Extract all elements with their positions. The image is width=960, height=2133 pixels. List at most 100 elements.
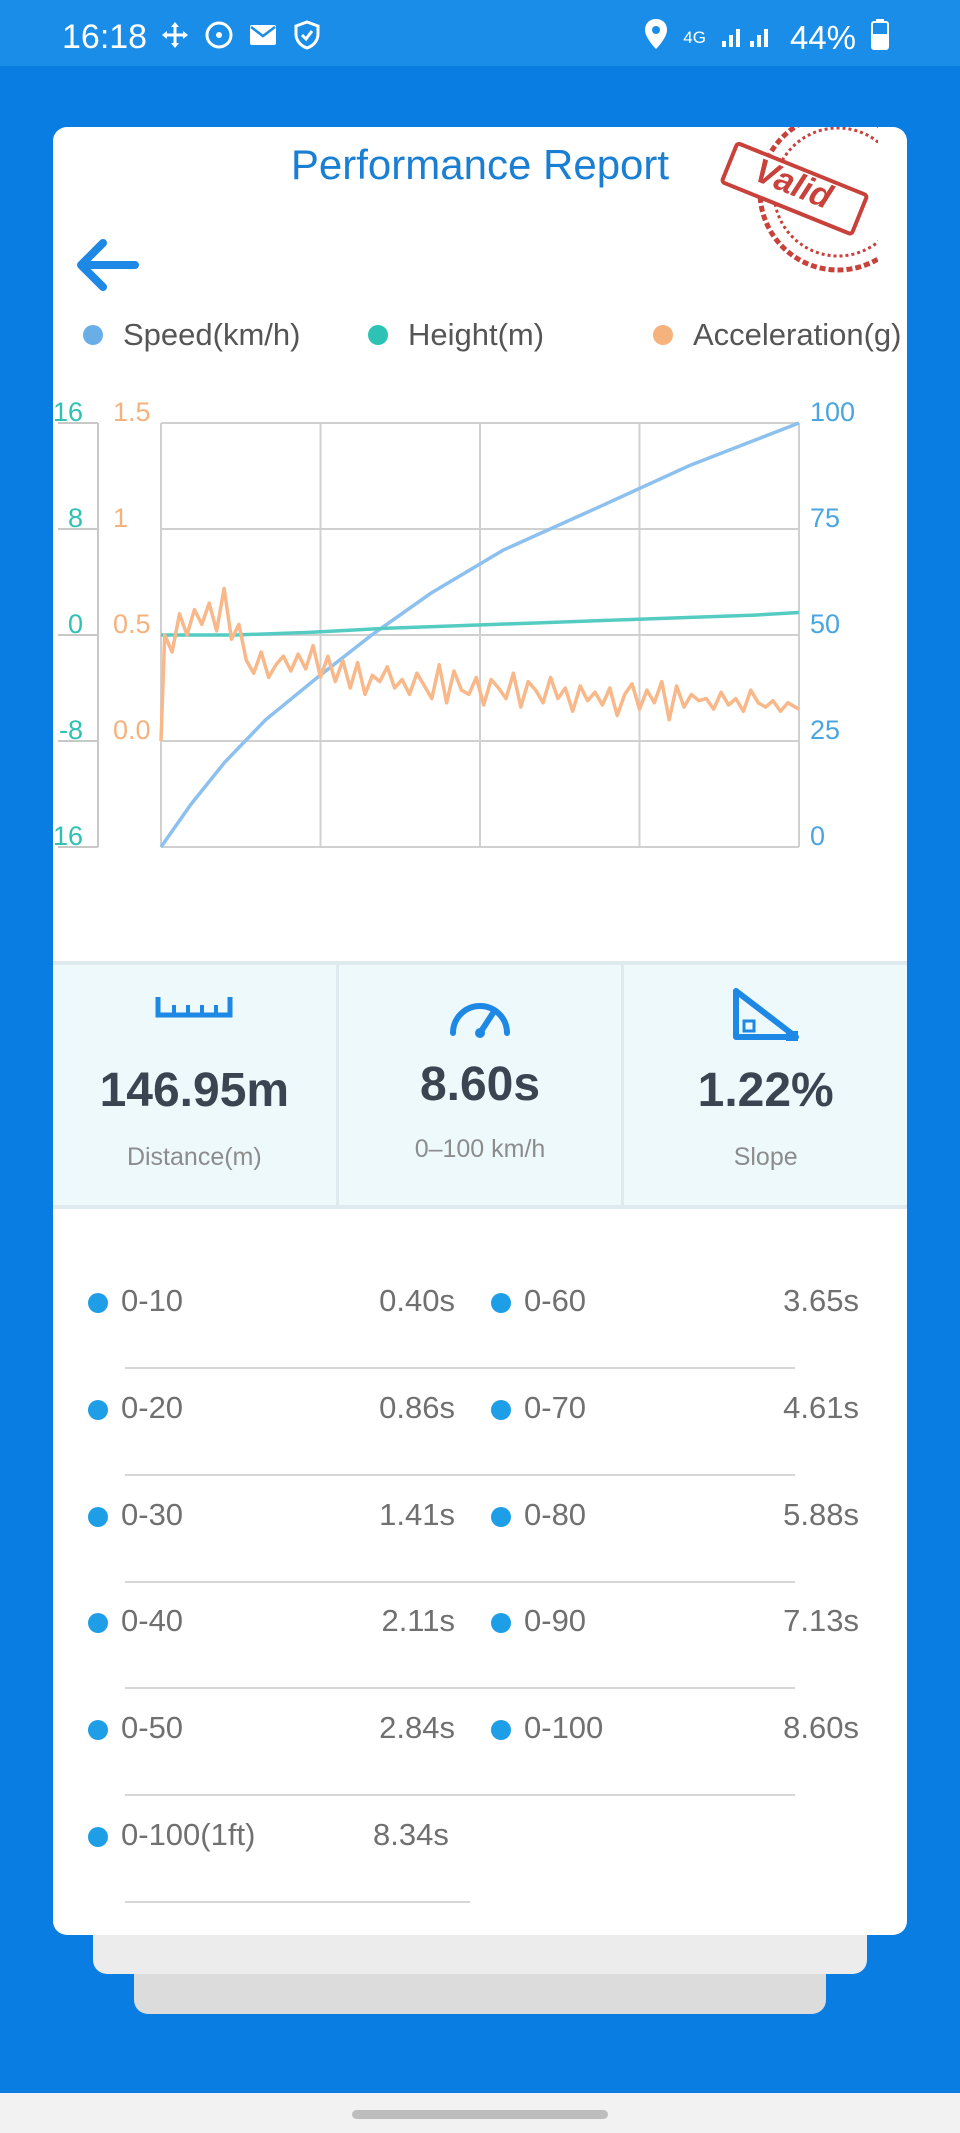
arrow-left-icon xyxy=(77,239,139,291)
distance-label: Distance(m) xyxy=(126,1143,262,1171)
series-line-accel xyxy=(159,586,800,742)
divider xyxy=(125,1581,795,1583)
split-label: 0-100(1ft) xyxy=(121,1817,256,1852)
speed-tick-label: 50 xyxy=(810,609,840,639)
series-line-height xyxy=(161,610,800,637)
performance-chart: 16 8 0 -8 -16 1.5 1 0.5 0.0 100 75 50 25 0 xyxy=(53,397,855,851)
bullet-icon xyxy=(491,1293,511,1313)
slope-label: Slope xyxy=(733,1143,798,1171)
bullet-icon xyxy=(88,1400,108,1420)
bullet-icon xyxy=(491,1507,511,1527)
legend-dot-icon xyxy=(368,325,388,345)
divider xyxy=(125,1687,795,1689)
split-row: 0-70 4.61s xyxy=(491,1372,859,1444)
bullet-icon xyxy=(88,1613,108,1633)
speed-tick-label: 0 xyxy=(810,821,825,851)
acceleration-tick-label: 0.0 xyxy=(113,715,151,745)
legend-label: Height(m) xyxy=(408,317,545,352)
height-tick-label: 0 xyxy=(68,609,83,639)
acceleration-tick-label: 0.5 xyxy=(113,609,151,639)
split-row: 0-80 5.88s xyxy=(491,1479,859,1551)
split-time: 7.13s xyxy=(783,1603,859,1638)
split-row: 0-90 7.13s xyxy=(491,1585,859,1657)
divider xyxy=(125,1901,470,1903)
split-label: 0-50 xyxy=(121,1710,184,1745)
signal-icon xyxy=(720,19,776,57)
split-row: 0-10 0.40s xyxy=(88,1265,795,1369)
legend-item-speed[interactable]: Speed(km/h) xyxy=(83,317,368,353)
bullet-icon xyxy=(88,1827,108,1847)
height-tick-label: 8 xyxy=(68,503,83,533)
home-gesture-handle[interactable] xyxy=(352,2110,608,2119)
split-time: 0.40s xyxy=(379,1283,455,1318)
stat-slope: 1.22% Slope xyxy=(621,965,907,1205)
speed-tick-label: 100 xyxy=(810,397,855,427)
height-tick-label: 16 xyxy=(53,397,83,427)
slope-value: 1.22% xyxy=(697,1064,834,1117)
split-label: 0-30 xyxy=(121,1497,184,1532)
bullet-icon xyxy=(491,1720,511,1740)
time-label: 0–100 km/h xyxy=(414,1135,546,1163)
page-title: Performance Report xyxy=(290,141,670,188)
battery-percent: 44% xyxy=(789,19,856,56)
distance-value: 146.95m xyxy=(99,1064,290,1117)
split-time: 1.41s xyxy=(379,1497,455,1532)
acceleration-tick-label: 1 xyxy=(113,503,128,533)
split-row: 0-100 8.60s xyxy=(491,1692,859,1764)
shield-icon xyxy=(292,20,322,50)
split-label: 0-70 xyxy=(524,1390,587,1425)
split-label: 0-100 xyxy=(524,1710,604,1745)
status-bar: 16:18 4G 44% xyxy=(0,0,960,66)
split-label: 0-40 xyxy=(121,1603,184,1638)
status-time: 16:18 xyxy=(62,18,148,56)
move-icon xyxy=(160,20,190,50)
network-type: 4G xyxy=(683,28,706,47)
battery-icon xyxy=(870,18,890,58)
speed-tick-label: 75 xyxy=(810,503,840,533)
split-row: 0-30 1.41s xyxy=(88,1479,795,1583)
stat-distance: 146.95m Distance(m) xyxy=(53,965,336,1205)
split-row: 0-100(1ft) 8.34s xyxy=(88,1799,470,1903)
ruler-icon xyxy=(155,997,233,1018)
split-time: 5.88s xyxy=(783,1497,859,1532)
split-label: 0-20 xyxy=(121,1390,184,1425)
split-time: 8.34s xyxy=(373,1817,449,1852)
height-tick-label: -8 xyxy=(59,715,83,745)
split-row: 0-40 2.11s xyxy=(88,1585,795,1689)
split-time: 0.86s xyxy=(379,1390,455,1425)
split-label: 0-90 xyxy=(524,1603,587,1638)
mail-icon xyxy=(248,20,278,50)
split-row: 0-20 0.86s xyxy=(88,1372,795,1476)
slope-icon xyxy=(732,988,799,1041)
bullet-icon xyxy=(491,1400,511,1420)
height-tick-label: -16 xyxy=(53,821,83,851)
back-button[interactable] xyxy=(69,227,145,303)
legend-item-acceleration[interactable]: Acceleration(g) xyxy=(653,317,901,353)
location-icon xyxy=(643,18,669,58)
split-label: 0-60 xyxy=(524,1283,587,1318)
divider xyxy=(125,1367,795,1369)
notification-icons xyxy=(160,20,322,50)
split-time: 2.84s xyxy=(379,1710,455,1745)
acceleration-tick-label: 1.5 xyxy=(113,397,151,427)
split-row: 0-60 3.65s xyxy=(491,1265,859,1337)
legend-label: Acceleration(g) xyxy=(693,317,902,352)
bullet-icon xyxy=(88,1293,108,1313)
valid-stamp: Valid xyxy=(703,127,907,277)
split-label: 0-80 xyxy=(524,1497,587,1532)
split-label: 0-10 xyxy=(121,1283,184,1318)
split-time: 4.61s xyxy=(783,1390,859,1425)
divider xyxy=(125,1794,795,1796)
divider xyxy=(125,1474,795,1476)
bullet-icon xyxy=(88,1507,108,1527)
series-line-speed xyxy=(159,421,800,849)
split-time: 8.60s xyxy=(783,1710,859,1745)
legend-item-height[interactable]: Height(m) xyxy=(368,317,653,353)
split-time: 2.11s xyxy=(381,1603,455,1638)
split-time: 3.65s xyxy=(783,1283,859,1318)
speed-tick-label: 25 xyxy=(810,715,840,745)
legend-dot-icon xyxy=(83,325,103,345)
legend-dot-icon xyxy=(653,325,673,345)
time-value: 8.60s xyxy=(419,1058,541,1111)
legend-label: Speed(km/h) xyxy=(123,317,301,352)
